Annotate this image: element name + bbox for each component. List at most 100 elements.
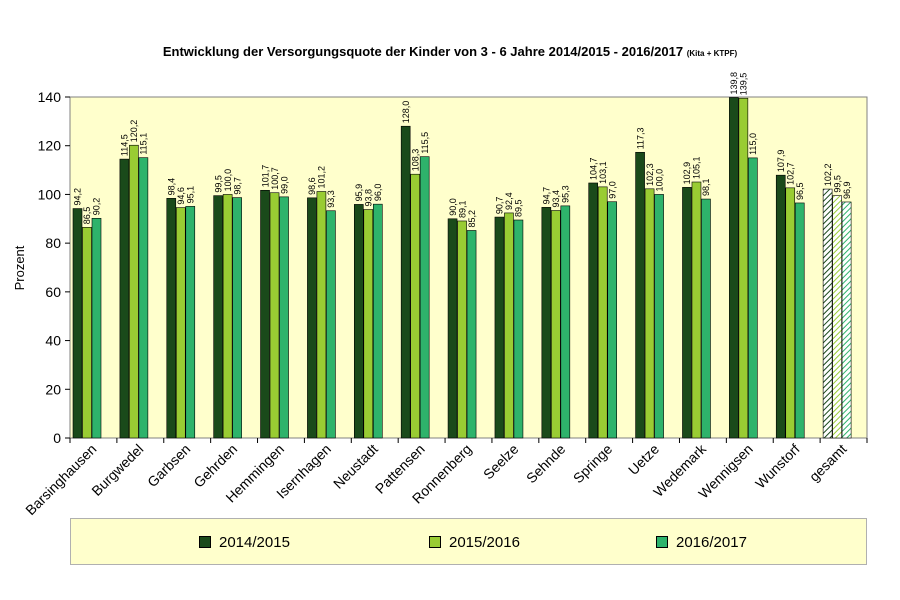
y-axis-label: Prozent: [12, 245, 27, 290]
bar-value-label: 100,7: [270, 167, 280, 190]
bar-sehnde-2016-2017: [560, 205, 571, 439]
bar-value-label: 96,9: [842, 181, 852, 199]
bar-value-label: 97,0: [607, 181, 617, 199]
bar-garbsen-2016-2017: [185, 206, 196, 439]
bar-neustadt-2015-2016: [363, 209, 374, 439]
bar-barsinghausen-2016-2017: [91, 217, 102, 439]
bar-pattensen-2016-2017: [419, 156, 430, 439]
bar-gesamt-2015-2016: [832, 195, 842, 439]
bar-value-label: 93,3: [326, 190, 336, 208]
y-tick-label: 120: [38, 138, 62, 154]
bar-value-label: 117,3: [635, 127, 645, 149]
bar-value-label: 139,5: [739, 73, 749, 96]
chart-title: Entwicklung der Versorgungsquote der Kin…: [0, 44, 900, 59]
bar-isernhagen-2016-2017: [326, 210, 336, 439]
bar-gehrden-2015-2016: [222, 194, 233, 439]
x-category-label: Springe: [570, 441, 616, 487]
bar-value-label: 99,5: [213, 175, 223, 193]
y-tick-label: 40: [45, 333, 61, 349]
bar-value-label: 139,8: [729, 72, 739, 95]
bar-value-label: 102,2: [823, 164, 833, 187]
bar-value-label: 102,7: [785, 162, 795, 185]
bar-value-label: 102,3: [645, 163, 655, 186]
bar-value-label: 99,5: [832, 175, 842, 193]
bar-value-label: 96,5: [795, 182, 805, 200]
bar-value-label: 92,4: [504, 192, 514, 210]
bar-hemmingen-2014-2015: [260, 189, 270, 439]
bar-value-label: 89,1: [457, 200, 467, 218]
bar-value-label: 94,6: [176, 187, 186, 205]
bar-seelze-2016-2017: [513, 219, 524, 439]
bar-uetze-2014-2015: [635, 151, 645, 439]
bar-value-label: 99,0: [279, 176, 289, 194]
x-category-label: gesamt: [806, 441, 850, 485]
legend-label-2014-2015: 2014/2015: [219, 533, 290, 551]
bar-gehrden-2016-2017: [232, 197, 242, 439]
bar-value-label: 89,5: [514, 199, 524, 217]
y-axis: 0 20 40 60 80 100 120 140: [38, 89, 70, 446]
bar-uetze-2016-2017: [654, 194, 664, 439]
bar-value-label: 85,2: [467, 210, 477, 228]
bar-value-label: 128,0: [401, 101, 411, 124]
bar-ronnenberg-2016-2017: [466, 230, 477, 439]
bar-wennigsen-2015-2016: [738, 97, 749, 439]
bar-ronnenberg-2014-2015: [447, 218, 458, 439]
bar-value-label: 100,0: [223, 169, 233, 192]
bar-value-label: 107,9: [776, 150, 786, 173]
bar-wedemark-2014-2015: [682, 187, 692, 439]
bar-neustadt-2014-2015: [353, 204, 364, 439]
x-axis: BarsinghausenBurgwedelGarbsenGehrdenHemm…: [22, 438, 868, 518]
legend-item-2015-2016: 2015/2016: [429, 533, 520, 551]
bar-value-label: 115,1: [139, 133, 149, 155]
bar-value-label: 101,7: [260, 165, 270, 188]
y-tick-label: 0: [53, 430, 61, 446]
legend-item-2014-2015: 2014/2015: [199, 533, 290, 551]
bar-value-label: 93,4: [551, 190, 561, 208]
y-tick-label: 60: [45, 284, 61, 300]
bar-wunstorf-2014-2015: [775, 174, 786, 439]
bar-value-label: 115,5: [420, 132, 430, 154]
legend-swatch-2014-2015: [199, 536, 211, 548]
x-category-label: Sehnde: [523, 441, 569, 487]
bar-value-label: 95,9: [354, 184, 364, 202]
legend-item-2016-2017: 2016/2017: [656, 533, 747, 551]
bar-wunstorf-2015-2016: [785, 187, 796, 439]
bar-chart: 0 20 40 60 80 100 120 140 94,286,590,2 114,5120,…: [12, 72, 868, 518]
bar-value-label: 120,2: [129, 120, 139, 143]
bar-gehrden-2014-2015: [213, 195, 223, 439]
legend-swatch-2015-2016: [429, 536, 441, 548]
bar-barsinghausen-2015-2016: [82, 227, 92, 439]
legend-label-2015-2016: 2015/2016: [449, 533, 520, 551]
bar-gesamt-2014-2015: [822, 188, 833, 439]
bar-value-label: 95,1: [186, 186, 196, 204]
x-category-label: Burgwedel: [88, 441, 146, 499]
bar-value-label: 101,2: [317, 166, 327, 189]
bar-value-label: 95,3: [561, 185, 571, 203]
bar-value-label: 103,1: [598, 161, 608, 184]
y-tick-label: 80: [45, 235, 61, 251]
bar-uetze-2015-2016: [644, 188, 655, 439]
bar-value-label: 90,7: [495, 197, 505, 215]
chart-subtitle: (Kita + KTPF): [686, 49, 738, 58]
bar-value-label: 90,0: [448, 198, 458, 216]
bar-burgwedel-2015-2016: [129, 144, 139, 439]
bar-wennigsen-2016-2017: [748, 157, 758, 439]
y-tick-label: 140: [38, 89, 62, 105]
bar-ronnenberg-2015-2016: [457, 220, 467, 439]
bar-barsinghausen-2014-2015: [72, 208, 83, 439]
bar-value-label: 93,8: [364, 189, 374, 207]
bar-springe-2014-2015: [588, 182, 599, 439]
bar-value-label: 114,5: [120, 134, 130, 156]
bar-wunstorf-2016-2017: [794, 202, 805, 439]
bar-neustadt-2016-2017: [372, 203, 383, 439]
bar-hemmingen-2016-2017: [279, 196, 289, 439]
bar-garbsen-2015-2016: [175, 207, 186, 439]
bar-value-label: 94,7: [542, 187, 552, 205]
bar-pattensen-2014-2015: [400, 125, 411, 439]
x-category-label: Uetze: [625, 441, 662, 478]
bar-seelze-2015-2016: [504, 212, 514, 439]
legend-label-2016-2017: 2016/2017: [676, 533, 747, 551]
bar-sehnde-2015-2016: [551, 210, 561, 439]
bar-isernhagen-2014-2015: [307, 197, 317, 439]
